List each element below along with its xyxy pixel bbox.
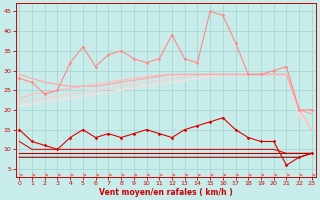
X-axis label: Vent moyen/en rafales ( km/h ): Vent moyen/en rafales ( km/h ) — [99, 188, 232, 197]
